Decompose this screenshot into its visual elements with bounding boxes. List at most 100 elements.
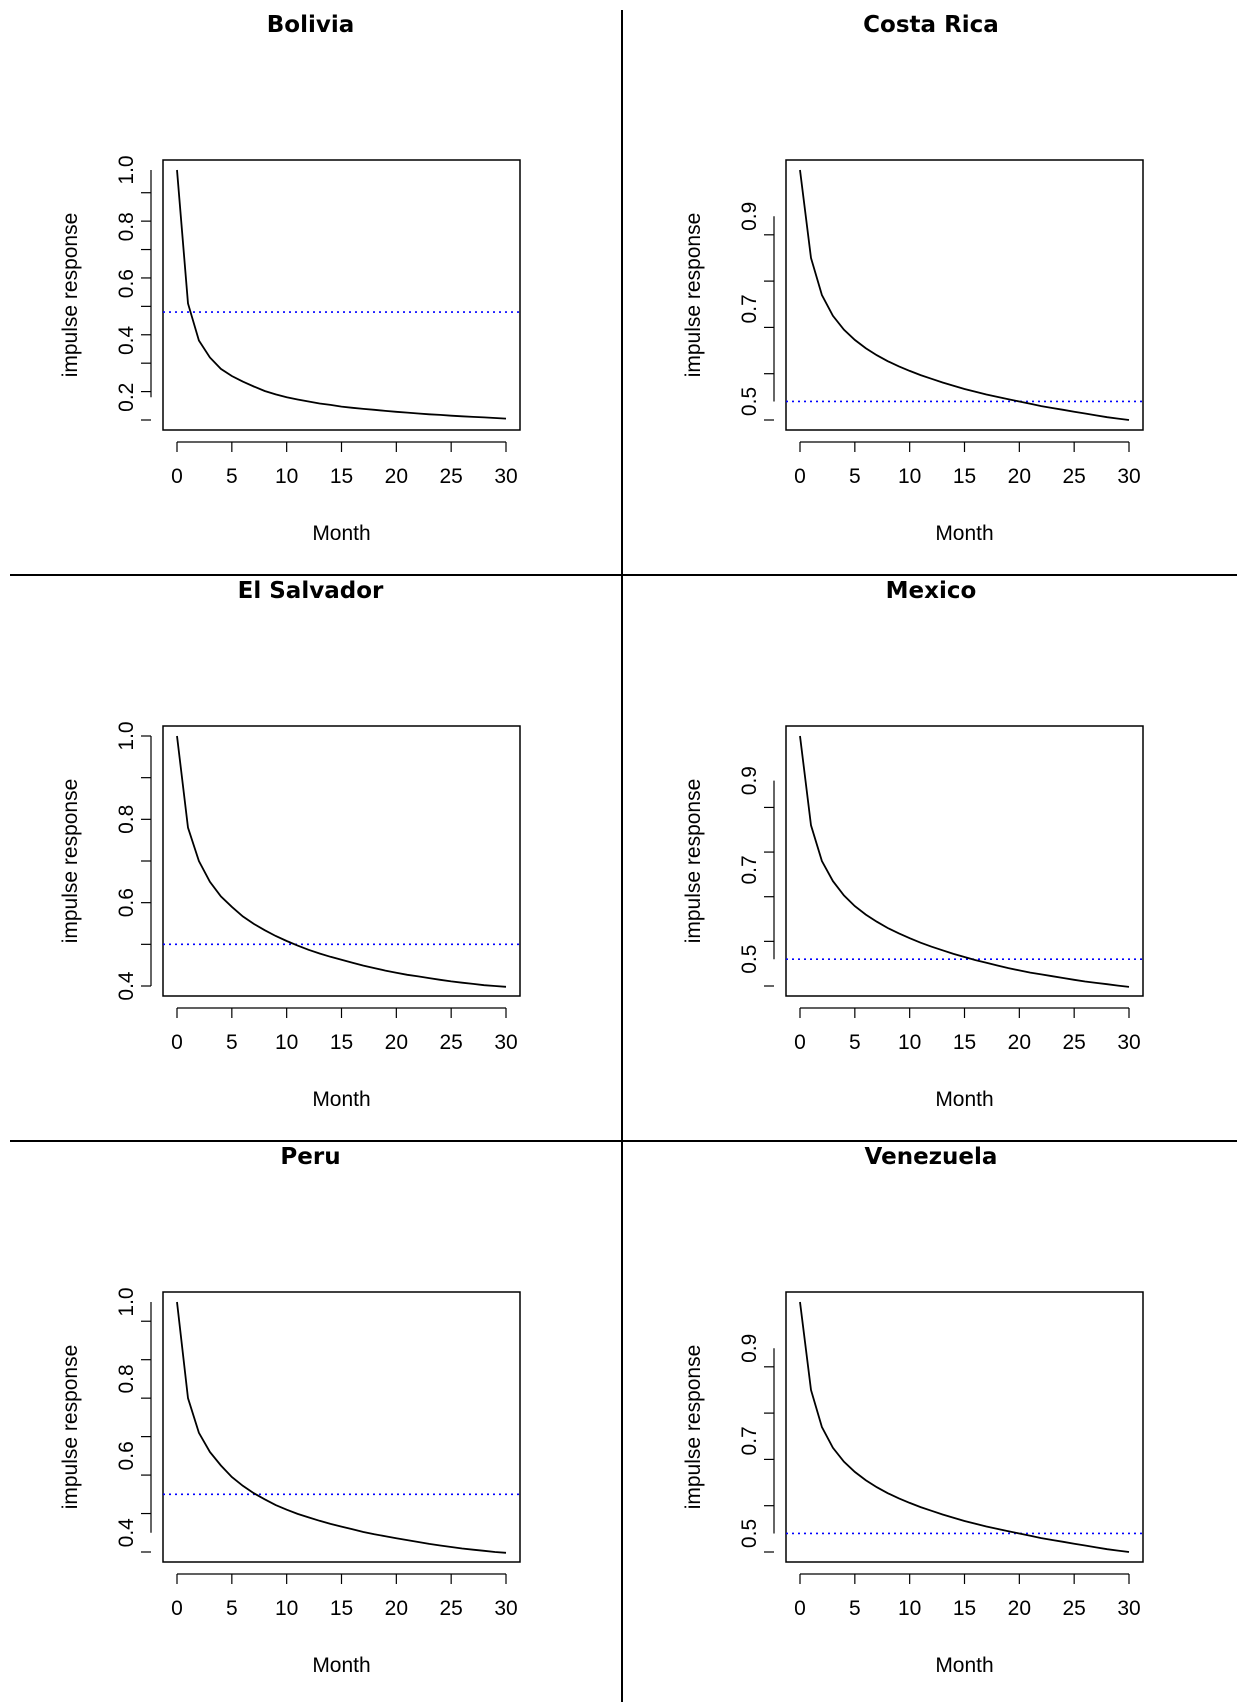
vertical-divider: [621, 10, 623, 1702]
y-tick-label: 0.7: [738, 855, 761, 884]
horizontal-divider-bottom: [10, 1140, 1237, 1142]
y-tick-label: 0.6: [115, 1441, 138, 1470]
x-tick-label: 30: [1117, 1597, 1140, 1620]
panel-plot: 0 5 10 15 20 25 30 Month 0.4 0.6 0.8 1.0 impulse res…: [59, 721, 521, 1111]
y-tick-label: 0.9: [738, 766, 761, 795]
x-tick-label: 5: [226, 1597, 238, 1620]
y-tick-label: 0.4: [115, 326, 138, 356]
x-axis-label: Month: [935, 1654, 993, 1677]
y-tick-label: 1.0: [115, 721, 138, 750]
y-tick-label: 0.7: [738, 294, 761, 323]
y-axis-label: impulse response: [682, 213, 705, 378]
x-tick-label: 25: [1062, 465, 1085, 488]
y-tick-label: 0.4: [115, 1518, 138, 1548]
x-tick-label: 10: [898, 1597, 921, 1620]
plot-frame: [162, 725, 521, 997]
x-tick-label: 10: [275, 465, 298, 488]
x-tick-label: 30: [1117, 465, 1140, 488]
y-axis-label: impulse response: [682, 779, 705, 944]
x-tick-label: 20: [385, 465, 408, 488]
y-tick-label: 0.5: [738, 387, 761, 416]
x-tick-label: 15: [953, 1031, 976, 1054]
x-tick-label: 20: [1008, 1031, 1031, 1054]
plot-frame: [785, 159, 1144, 431]
panel-title: Bolivia: [266, 12, 355, 38]
y-tick-label: 0.6: [115, 888, 138, 917]
panel-plot: 0 5 10 15 20 25 30 Month 0.5 0.7 0.9 impulse respon…: [682, 159, 1144, 545]
y-tick-label: 0.5: [738, 1519, 761, 1548]
panel-title: El Salvador: [237, 578, 384, 604]
y-tick-label: 0.4: [115, 971, 138, 1001]
plot-frame: [785, 725, 1144, 997]
x-tick-label: 15: [330, 465, 353, 488]
panel-title: Costa Rica: [863, 12, 999, 38]
panel-plot: 0 5 10 15 20 25 30 Month 0.4 0.6 0.8 1.0 impulse res…: [59, 1287, 521, 1677]
x-tick-label: 10: [275, 1031, 298, 1054]
x-tick-label: 25: [439, 1031, 462, 1054]
x-tick-label: 5: [226, 1031, 238, 1054]
panel-peru: Peru 0 5 10 15 20 25 30 Month 0.4 0.6 0.8 1.0 impuls…: [0, 1132, 621, 1702]
x-tick-label: 5: [226, 465, 238, 488]
x-tick-label: 20: [385, 1031, 408, 1054]
panel-el-salvador: El Salvador 0 5 10 15 20 25 30 Month 0.4 0.6 0.8 1.…: [0, 566, 621, 1140]
x-tick-label: 0: [794, 1597, 806, 1620]
x-tick-label: 0: [171, 1597, 183, 1620]
x-tick-label: 15: [953, 465, 976, 488]
x-tick-label: 30: [494, 465, 517, 488]
horizontal-divider-top: [10, 574, 1237, 576]
x-axis-label: Month: [935, 1088, 993, 1111]
x-tick-label: 20: [385, 1597, 408, 1620]
x-tick-label: 25: [1062, 1031, 1085, 1054]
x-tick-label: 20: [1008, 1597, 1031, 1620]
plot-frame: [162, 159, 521, 431]
panel-mexico: Mexico 0 5 10 15 20 25 30 Month 0.5 0.7 0.9 impulse…: [623, 566, 1239, 1140]
impulse-response-line: [176, 735, 507, 988]
impulse-response-line: [799, 1301, 1130, 1553]
x-tick-label: 10: [898, 465, 921, 488]
impulse-response-line: [176, 1301, 507, 1554]
x-tick-label: 25: [439, 1597, 462, 1620]
x-tick-label: 0: [171, 1031, 183, 1054]
x-axis-label: Month: [312, 522, 370, 545]
panel-plot: 0 5 10 15 20 25 30 Month 0.2 0.4 0.6 0.8 1.0 impulse …: [59, 155, 521, 545]
y-tick-label: 0.8: [115, 212, 138, 241]
panel-title: Mexico: [885, 578, 977, 604]
x-tick-label: 25: [1062, 1597, 1085, 1620]
x-tick-label: 10: [275, 1597, 298, 1620]
x-tick-label: 15: [330, 1597, 353, 1620]
plot-frame: [785, 1291, 1144, 1563]
impulse-response-line: [176, 169, 507, 420]
panel-venezuela: Venezuela 0 5 10 15 20 25 30 Month 0.5 0.7 0.9 impu…: [623, 1132, 1239, 1702]
impulse-response-line: [799, 735, 1130, 988]
y-tick-label: 1.0: [115, 1287, 138, 1316]
y-axis-label: impulse response: [59, 1345, 82, 1510]
impulse-response-line: [799, 169, 1130, 421]
x-tick-label: 10: [898, 1031, 921, 1054]
panel-title: Peru: [280, 1144, 341, 1170]
x-tick-label: 0: [171, 465, 183, 488]
y-tick-label: 1.0: [115, 155, 138, 184]
y-tick-label: 0.9: [738, 1334, 761, 1363]
x-tick-label: 15: [953, 1597, 976, 1620]
x-tick-label: 0: [794, 1031, 806, 1054]
x-axis-label: Month: [312, 1088, 370, 1111]
panel-title: Venezuela: [864, 1144, 998, 1170]
y-tick-label: 0.8: [115, 805, 138, 834]
x-axis-label: Month: [935, 522, 993, 545]
y-tick-label: 0.2: [115, 383, 138, 412]
y-axis-label: impulse response: [59, 213, 82, 378]
x-tick-label: 15: [330, 1031, 353, 1054]
y-tick-label: 0.7: [738, 1426, 761, 1455]
x-tick-label: 5: [849, 465, 861, 488]
y-tick-label: 0.8: [115, 1364, 138, 1393]
y-tick-label: 0.5: [738, 945, 761, 974]
plot-frame: [162, 1291, 521, 1563]
panel-plot: 0 5 10 15 20 25 30 Month 0.5 0.7 0.9 impulse respon…: [682, 1291, 1144, 1677]
x-tick-label: 20: [1008, 465, 1031, 488]
x-tick-label: 0: [794, 465, 806, 488]
x-axis-label: Month: [312, 1654, 370, 1677]
x-tick-label: 25: [439, 465, 462, 488]
y-tick-label: 0.6: [115, 269, 138, 298]
y-axis-label: impulse response: [59, 779, 82, 944]
